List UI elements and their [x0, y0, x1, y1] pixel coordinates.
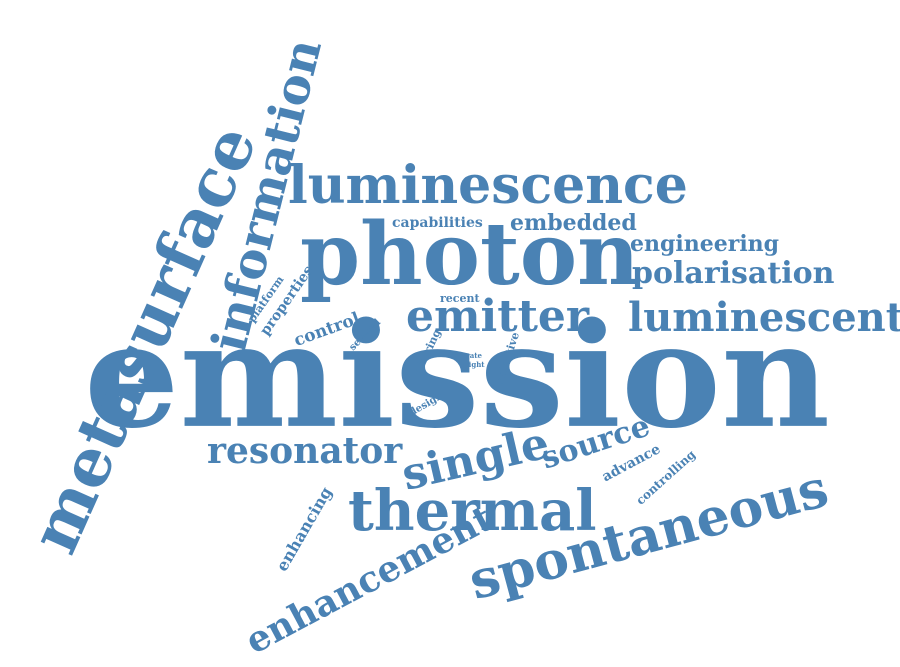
word-light: light — [466, 360, 485, 369]
word-polarisation: polarisation — [632, 256, 835, 291]
word-embedded: embedded — [510, 210, 637, 236]
word-luminescence: luminescence — [288, 155, 688, 216]
word-emitter: emitter — [406, 291, 590, 342]
word-engineering: engineering — [630, 231, 780, 257]
word-thermal: thermal — [348, 478, 597, 544]
word-emission: emission — [84, 291, 831, 461]
word-resonator: resonator — [207, 430, 403, 472]
word-enhancing: enhancing — [272, 483, 336, 575]
word-rate: rate — [466, 351, 482, 360]
word-photon: photon — [300, 204, 640, 305]
word-recent: recent — [440, 292, 480, 305]
word-capabilities: capabilities — [392, 215, 483, 231]
word-luminescent: luminescent — [628, 294, 900, 341]
